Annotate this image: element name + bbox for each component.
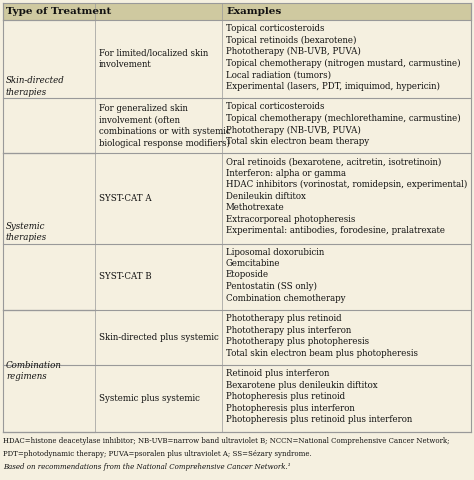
FancyBboxPatch shape	[3, 243, 471, 310]
Text: Oral retinoids (bexarotene, acitretin, isotretinoin)
Interferon: alpha or gamma
: Oral retinoids (bexarotene, acitretin, i…	[226, 157, 467, 235]
Text: Systemic plus systemic: Systemic plus systemic	[99, 394, 200, 403]
Text: Retinoid plus interferon
Bexarotene plus denileukin diftitox
Photopheresis plus : Retinoid plus interferon Bexarotene plus…	[226, 369, 412, 424]
Text: For limited/localized skin
involvement: For limited/localized skin involvement	[99, 49, 208, 70]
FancyBboxPatch shape	[3, 365, 471, 432]
FancyBboxPatch shape	[3, 3, 471, 20]
FancyBboxPatch shape	[3, 154, 471, 243]
Text: Topical corticosteroids
Topical chemotherapy (mechlorethamine, carmustine)
Photo: Topical corticosteroids Topical chemothe…	[226, 102, 461, 146]
Text: HDAC=histone deacetylase inhibitor; NB-UVB=narrow band ultraviolet B; NCCN=Natio: HDAC=histone deacetylase inhibitor; NB-U…	[3, 437, 449, 445]
Text: Examples: Examples	[226, 7, 281, 16]
Text: SYST-CAT B: SYST-CAT B	[99, 273, 152, 281]
FancyBboxPatch shape	[3, 310, 95, 432]
FancyBboxPatch shape	[3, 20, 471, 98]
Text: Skin-directed
therapies: Skin-directed therapies	[6, 76, 65, 97]
Text: Skin-directed plus systemic: Skin-directed plus systemic	[99, 333, 219, 342]
Text: Phototherapy plus retinoid
Phototherapy plus interferon
Phototherapy plus photop: Phototherapy plus retinoid Phototherapy …	[226, 314, 418, 358]
Text: Combination
regimens: Combination regimens	[6, 361, 62, 382]
Text: Type of Treatment: Type of Treatment	[6, 7, 111, 16]
Text: For generalized skin
involvement (often
combinations or with systemic
biological: For generalized skin involvement (often …	[99, 104, 231, 148]
FancyBboxPatch shape	[3, 98, 471, 154]
Text: SYST-CAT A: SYST-CAT A	[99, 194, 152, 203]
FancyBboxPatch shape	[3, 20, 95, 154]
Text: Liposomal doxorubicin
Gemcitabine
Etoposide
Pentostatin (SS only)
Combination ch: Liposomal doxorubicin Gemcitabine Etopos…	[226, 248, 346, 302]
Text: Based on recommendations from the National Comprehensive Cancer Network.¹: Based on recommendations from the Nation…	[3, 463, 291, 471]
Text: Systemic
therapies: Systemic therapies	[6, 222, 47, 242]
Text: Topical corticosteroids
Topical retinoids (bexarotene)
Phototherapy (NB-UVB, PUV: Topical corticosteroids Topical retinoid…	[226, 24, 461, 91]
FancyBboxPatch shape	[3, 154, 95, 310]
Text: PDT=photodynamic therapy; PUVA=psoralen plus ultraviolet A; SS=Sézary syndrome.: PDT=photodynamic therapy; PUVA=psoralen …	[3, 450, 312, 458]
FancyBboxPatch shape	[3, 310, 471, 365]
